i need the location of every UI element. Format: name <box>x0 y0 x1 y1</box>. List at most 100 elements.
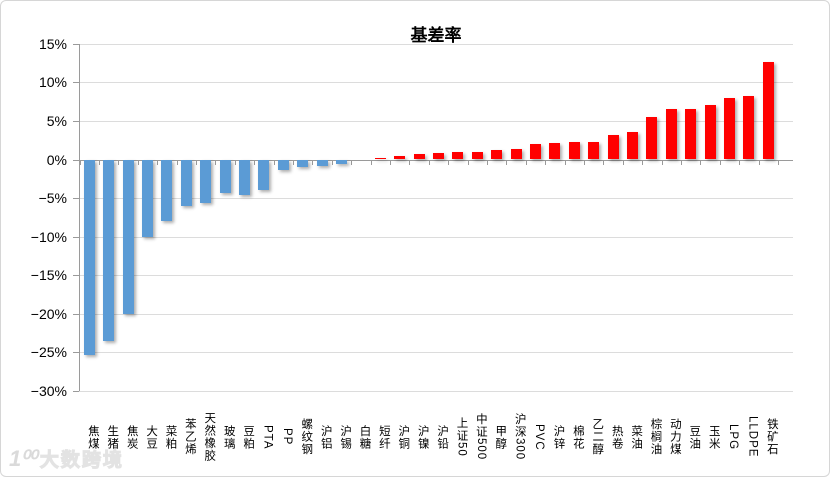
category-label: 豆粕 <box>242 424 255 450</box>
category-label: PVC <box>533 423 546 451</box>
category-label: LPG <box>727 423 740 450</box>
x-axis-tick <box>292 160 294 165</box>
x-axis-tick <box>351 160 353 165</box>
category-label: 焦炭 <box>125 424 138 450</box>
x-axis-tick <box>312 160 314 165</box>
y-axis-label: −25% <box>30 344 67 361</box>
bar-豆油 <box>685 109 697 160</box>
x-axis-tick <box>137 160 139 165</box>
x-axis-tick <box>661 160 663 165</box>
bar-棕榈油 <box>646 117 658 160</box>
gridline <box>79 313 793 315</box>
bar-中证500 <box>471 151 483 160</box>
category-label: 豆油 <box>688 424 701 450</box>
x-axis-tick <box>564 160 566 165</box>
category-label: 棉花 <box>571 424 584 450</box>
watermark-logo-icon: 1⁰⁰ <box>9 445 37 471</box>
x-axis-tick <box>545 160 547 165</box>
x-axis-tick <box>389 160 391 165</box>
bar-沪深300 <box>510 148 522 160</box>
category-label: 铁矿石 <box>765 418 778 456</box>
gridline <box>79 82 793 84</box>
gridline <box>79 120 793 122</box>
x-axis-tick <box>428 160 430 165</box>
bar-上证50 <box>452 151 464 160</box>
y-axis-tick <box>73 198 79 200</box>
bar-沪锡 <box>335 159 347 165</box>
y-axis-label: −15% <box>30 267 67 284</box>
gridline <box>79 275 793 277</box>
x-axis-tick <box>758 160 760 165</box>
category-label: 焦煤 <box>86 424 99 450</box>
category-label: 动力煤 <box>668 418 681 456</box>
bar-沪镍 <box>413 154 425 160</box>
category-label: 沪铜 <box>397 424 410 450</box>
gridline <box>79 352 793 354</box>
x-axis-tick <box>467 160 469 165</box>
category-label: 甲醇 <box>494 424 507 450</box>
bar-甲醇 <box>491 150 503 160</box>
bar-乙二醇 <box>588 141 600 160</box>
x-axis-tick <box>622 160 624 165</box>
y-axis-tick <box>73 313 79 315</box>
x-axis-line <box>79 159 793 161</box>
category-label: 玉米 <box>707 424 720 450</box>
category-label: 沪镍 <box>416 424 429 450</box>
y-axis-label: 0% <box>46 151 67 168</box>
watermark: 1⁰⁰ 大数跨境 <box>9 445 124 472</box>
bar-玉米 <box>704 105 716 160</box>
bar-玻璃 <box>219 159 231 194</box>
category-label: 苯乙烯 <box>183 418 196 456</box>
x-axis-tick <box>273 160 275 165</box>
category-label: 螺纹钢 <box>300 418 313 456</box>
x-axis-tick <box>234 160 236 165</box>
x-axis-tick <box>719 160 721 165</box>
x-axis-tick <box>118 160 120 165</box>
category-label: PTA <box>261 424 274 450</box>
y-axis-label: −5% <box>38 190 67 207</box>
x-axis-tick <box>176 160 178 165</box>
bar-螺纹钢 <box>297 159 309 168</box>
chart-title: 基差率 <box>410 26 462 45</box>
category-label: 玻璃 <box>222 424 235 450</box>
x-axis-tick <box>642 160 644 165</box>
category-label: 白糖 <box>358 424 371 450</box>
bar-沪铝 <box>316 159 328 167</box>
bar-天然橡胶 <box>200 159 212 204</box>
y-axis-tick <box>73 391 79 392</box>
category-label: 沪铝 <box>319 424 332 450</box>
gridline <box>79 43 793 45</box>
bar-PVC <box>529 144 541 160</box>
x-axis-tick <box>157 160 159 165</box>
bar-生猪 <box>103 159 115 341</box>
y-axis-tick <box>73 82 79 84</box>
x-axis-tick <box>486 160 488 165</box>
x-axis-tick <box>98 160 100 165</box>
y-axis-label: −10% <box>30 228 67 245</box>
y-axis-tick <box>73 352 79 354</box>
x-axis-tick <box>195 160 197 165</box>
bar-沪铜 <box>394 155 406 160</box>
bar-铁矿石 <box>762 62 774 160</box>
category-label: 热卷 <box>610 424 623 450</box>
bar-沪铅 <box>432 152 444 160</box>
x-axis-tick <box>603 160 605 165</box>
x-axis-tick <box>506 160 508 165</box>
bar-沪锌 <box>549 142 561 160</box>
x-axis-tick <box>331 160 333 165</box>
category-label: 棕榈油 <box>649 418 662 456</box>
x-axis-tick <box>79 160 81 165</box>
x-axis-tick <box>254 160 256 165</box>
category-label: 沪锡 <box>339 424 352 450</box>
gridline <box>79 198 793 200</box>
bar-棉花 <box>568 141 580 160</box>
bar-大豆 <box>141 159 153 237</box>
x-axis-tick <box>215 160 217 165</box>
y-axis-tick <box>73 236 79 238</box>
bar-菜粕 <box>161 159 173 222</box>
bar-PTA <box>258 159 270 190</box>
y-axis-label: 5% <box>46 112 67 129</box>
bar-焦煤 <box>83 159 95 355</box>
bar-动力煤 <box>665 109 677 160</box>
